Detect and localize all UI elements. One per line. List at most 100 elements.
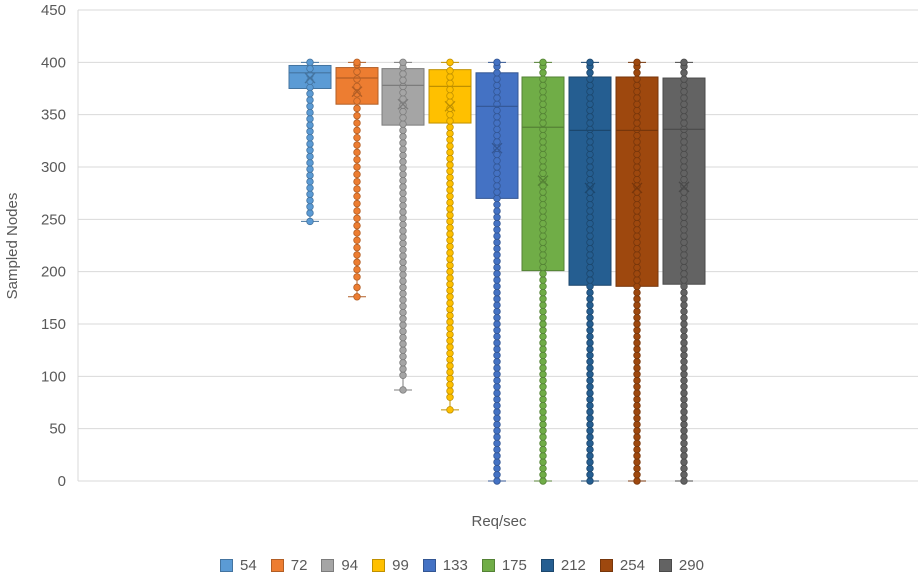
data-point bbox=[399, 107, 407, 116]
data-point bbox=[493, 157, 501, 165]
data-point bbox=[680, 332, 688, 341]
data-point bbox=[586, 458, 594, 466]
data-point bbox=[539, 383, 547, 391]
data-point bbox=[586, 58, 594, 67]
data-point bbox=[446, 286, 454, 295]
data-point bbox=[680, 389, 688, 397]
data-point bbox=[353, 141, 361, 149]
data-point bbox=[680, 357, 688, 366]
data-point bbox=[586, 301, 594, 309]
data-point bbox=[539, 94, 547, 102]
data-point bbox=[633, 439, 641, 448]
data-point bbox=[493, 106, 501, 115]
data-point bbox=[399, 82, 407, 91]
data-point bbox=[680, 94, 688, 102]
data-point bbox=[446, 167, 454, 175]
data-point bbox=[633, 314, 641, 322]
data-point bbox=[446, 330, 454, 339]
data-point bbox=[539, 75, 547, 83]
data-point bbox=[353, 97, 361, 105]
data-point bbox=[399, 245, 407, 254]
data-point bbox=[493, 251, 501, 259]
data-point bbox=[586, 464, 594, 473]
legend-swatch bbox=[599, 558, 613, 572]
data-point bbox=[633, 389, 641, 397]
data-point bbox=[539, 282, 547, 291]
data-point bbox=[539, 226, 547, 234]
data-point bbox=[586, 69, 594, 77]
data-point bbox=[680, 320, 688, 328]
data-point bbox=[399, 126, 407, 135]
data-point bbox=[539, 113, 547, 121]
data-point bbox=[446, 117, 454, 125]
data-point bbox=[539, 471, 547, 479]
data-point bbox=[633, 471, 641, 479]
data-point bbox=[633, 113, 641, 121]
data-point bbox=[493, 131, 501, 140]
data-point bbox=[306, 140, 314, 148]
box-series-99 bbox=[428, 58, 472, 414]
data-point bbox=[539, 357, 547, 366]
data-point bbox=[680, 87, 688, 96]
data-point bbox=[539, 138, 547, 146]
data-point bbox=[539, 433, 547, 441]
data-point bbox=[680, 194, 688, 203]
box-series-group bbox=[288, 58, 706, 485]
data-point bbox=[633, 175, 641, 184]
data-point bbox=[493, 433, 501, 441]
data-point bbox=[680, 175, 688, 184]
data-point bbox=[586, 94, 594, 102]
box-plot-chart: 0 50 100 150 200 250 300 350 400 450 Req/sec Samp… bbox=[4, 2, 918, 530]
data-point bbox=[680, 439, 688, 448]
legend-swatch bbox=[481, 558, 495, 572]
y-tick-label: 350 bbox=[41, 107, 66, 124]
data-point bbox=[633, 81, 641, 90]
data-point bbox=[680, 213, 688, 221]
data-point bbox=[680, 401, 688, 410]
chart-legend: 54 72 94 99 133 175 212 254 290 bbox=[0, 554, 924, 576]
legend-swatch bbox=[372, 558, 386, 572]
data-point bbox=[446, 230, 454, 238]
data-point bbox=[446, 355, 454, 364]
data-point bbox=[586, 471, 594, 479]
data-point bbox=[446, 85, 454, 94]
data-point bbox=[680, 100, 688, 108]
data-point bbox=[680, 408, 688, 416]
data-point bbox=[399, 239, 407, 248]
data-point bbox=[586, 395, 594, 404]
data-point bbox=[353, 68, 361, 76]
data-point bbox=[633, 131, 641, 140]
data-point bbox=[539, 207, 547, 215]
data-point bbox=[399, 327, 407, 336]
data-point bbox=[680, 138, 688, 146]
data-point bbox=[680, 464, 688, 473]
data-point bbox=[399, 195, 407, 204]
legend-swatch bbox=[321, 558, 335, 572]
data-point bbox=[446, 362, 454, 370]
data-point bbox=[633, 326, 641, 334]
data-point bbox=[633, 295, 641, 303]
data-point bbox=[633, 244, 641, 253]
data-point bbox=[633, 339, 641, 347]
data-point bbox=[493, 357, 501, 366]
data-point bbox=[399, 386, 407, 394]
data-point bbox=[586, 351, 594, 360]
data-point bbox=[493, 138, 501, 146]
data-point bbox=[539, 414, 547, 422]
data-point bbox=[399, 296, 407, 304]
data-point bbox=[399, 88, 407, 97]
data-point bbox=[586, 389, 594, 397]
data-point bbox=[446, 217, 454, 226]
data-point bbox=[586, 288, 594, 297]
data-point bbox=[539, 295, 547, 303]
data-point bbox=[446, 406, 454, 414]
data-point bbox=[586, 106, 594, 115]
data-point bbox=[353, 229, 361, 237]
data-point bbox=[680, 433, 688, 441]
data-point bbox=[446, 129, 454, 138]
legend-item-94: 94 bbox=[321, 557, 358, 574]
data-point bbox=[446, 299, 454, 307]
data-point bbox=[680, 427, 688, 435]
data-point bbox=[399, 170, 407, 179]
data-point bbox=[493, 257, 501, 265]
